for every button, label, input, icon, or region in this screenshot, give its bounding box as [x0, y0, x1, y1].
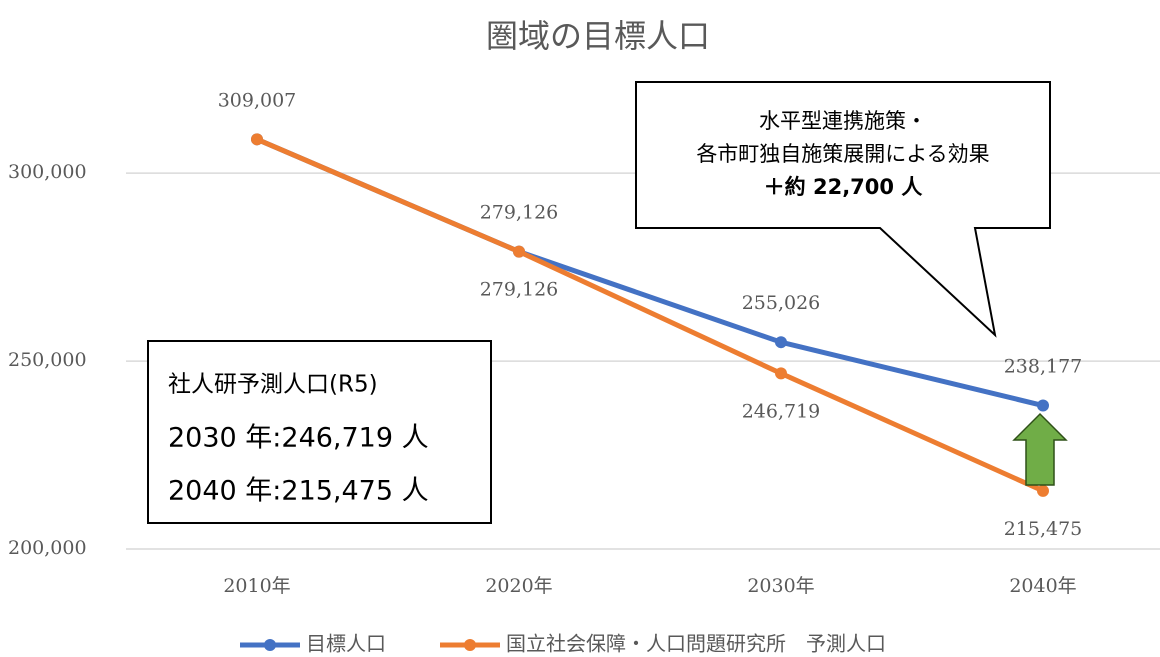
legend-marker [264, 639, 276, 651]
y-tick-label: 300,000 [8, 161, 87, 183]
chart-title: 圏域の目標人口 [486, 17, 710, 55]
grid: 200,000 250,000 300,000 2010年 2020年 2030年 2040… [8, 161, 1160, 597]
data-label: 255,026 [742, 292, 821, 314]
up-arrow [1012, 412, 1068, 486]
data-label: 215,475 [1004, 518, 1083, 540]
legend-label: 目標人口 [306, 632, 386, 656]
callout-text: 水平型連携施策・ [759, 109, 927, 133]
series-line [256, 137, 1045, 494]
callout: 水平型連携施策・ 各市町独自施策展開による効果 ＋約 22,700 人 [635, 81, 1051, 338]
info-text: 社人研予測人口(R5) [168, 372, 378, 398]
legend: 目標人口 国立社会保障・人口問題研究所 予測人口 [240, 632, 886, 656]
data-point [775, 336, 787, 349]
x-tick-label: 2030年 [747, 575, 814, 597]
y-tick-label: 250,000 [8, 349, 87, 371]
lines: 279,126 255,026 238,177 309,007 279,126 246,7… [218, 89, 1083, 540]
x-tick-label: 2020年 [485, 575, 552, 597]
data-label: 246,719 [742, 400, 821, 422]
x-tick-label: 2040年 [1009, 575, 1076, 597]
info-box: 社人研予測人口(R5) 2030 年:246,719 人 2040 年:215,… [147, 340, 492, 524]
data-point [251, 133, 263, 146]
legend-marker [464, 639, 476, 651]
legend-label: 国立社会保障・人口問題研究所 予測人口 [506, 632, 886, 656]
info-text: 2030 年:246,719 人 [168, 423, 429, 454]
y-tick-label: 200,000 [8, 537, 87, 559]
data-label: 279,126 [480, 202, 559, 224]
data-label: 238,177 [1004, 356, 1083, 378]
data-label: 309,007 [218, 89, 297, 111]
data-point [1037, 484, 1049, 497]
callout-shape [635, 81, 1051, 338]
data-label: 279,126 [480, 279, 559, 301]
x-tick-label: 2010年 [223, 575, 290, 597]
callout-text: ＋約 22,700 人 [764, 175, 923, 199]
info-box-frame [147, 340, 492, 524]
callout-text: 各市町独自施策展開による効果 [696, 142, 989, 166]
data-point [1037, 399, 1049, 412]
data-point [513, 245, 525, 258]
info-text: 2040 年:215,475 人 [168, 476, 429, 507]
data-point [775, 367, 787, 380]
